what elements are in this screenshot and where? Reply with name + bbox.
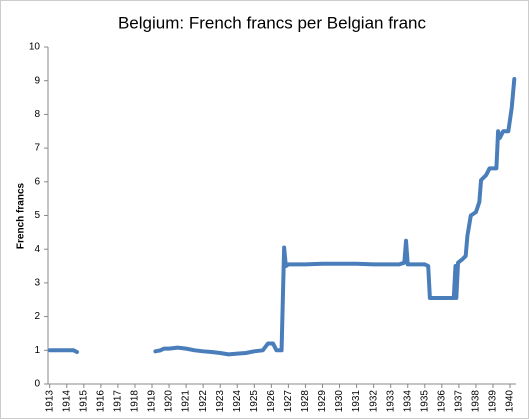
x-tick-label: 1928 — [300, 390, 311, 413]
y-tick-label: 5 — [34, 210, 40, 221]
x-tick-label: 1940 — [505, 390, 516, 413]
x-tick-label: 1918 — [130, 390, 141, 413]
x-tick-label: 1925 — [249, 390, 260, 413]
x-tick-label: 1926 — [266, 390, 277, 413]
x-tick-label: 1921 — [181, 390, 192, 413]
y-tick-label: 4 — [34, 244, 40, 255]
x-tick-label: 1915 — [78, 390, 89, 413]
x-tick-label: 1933 — [385, 390, 396, 413]
x-tick-label: 1938 — [471, 390, 482, 413]
x-tick-label: 1916 — [95, 390, 106, 413]
y-tick-label: 3 — [34, 278, 40, 289]
x-tick-label: 1917 — [113, 390, 124, 413]
x-tick-label: 1927 — [283, 390, 294, 413]
x-tick-label: 1939 — [488, 390, 499, 413]
y-tick-label: 9 — [34, 75, 40, 86]
y-tick-label: 10 — [29, 42, 41, 53]
data-line — [47, 77, 517, 357]
x-tick-label: 1934 — [402, 390, 413, 413]
x-tick-label: 1913 — [44, 390, 55, 413]
x-tick-label: 1937 — [454, 390, 465, 413]
chart-title: Belgium: French francs per Belgian franc — [118, 13, 427, 32]
y-tick-label: 8 — [34, 109, 40, 120]
x-tick-label: 1919 — [147, 390, 158, 413]
x-tick-label: 1929 — [317, 390, 328, 413]
y-tick-label: 7 — [34, 143, 40, 154]
x-tick-label: 1930 — [334, 390, 345, 413]
x-tick-label: 1936 — [436, 390, 447, 413]
x-tick-label: 1914 — [61, 390, 72, 413]
y-tick-label: 1 — [34, 345, 40, 356]
x-tick-label: 1932 — [368, 390, 379, 413]
x-tick-label: 1924 — [232, 390, 243, 413]
y-tick-label: 0 — [34, 379, 40, 390]
x-tick-label: 1931 — [351, 390, 362, 413]
y-tick-label: 6 — [34, 176, 40, 187]
x-tick-label: 1920 — [164, 390, 175, 413]
x-tick-label: 1935 — [419, 390, 430, 413]
y-axis-label: French francs — [16, 182, 27, 249]
x-tick-label: 1922 — [198, 390, 209, 413]
y-tick-label: 2 — [34, 311, 40, 322]
x-tick-label: 1923 — [215, 390, 226, 413]
